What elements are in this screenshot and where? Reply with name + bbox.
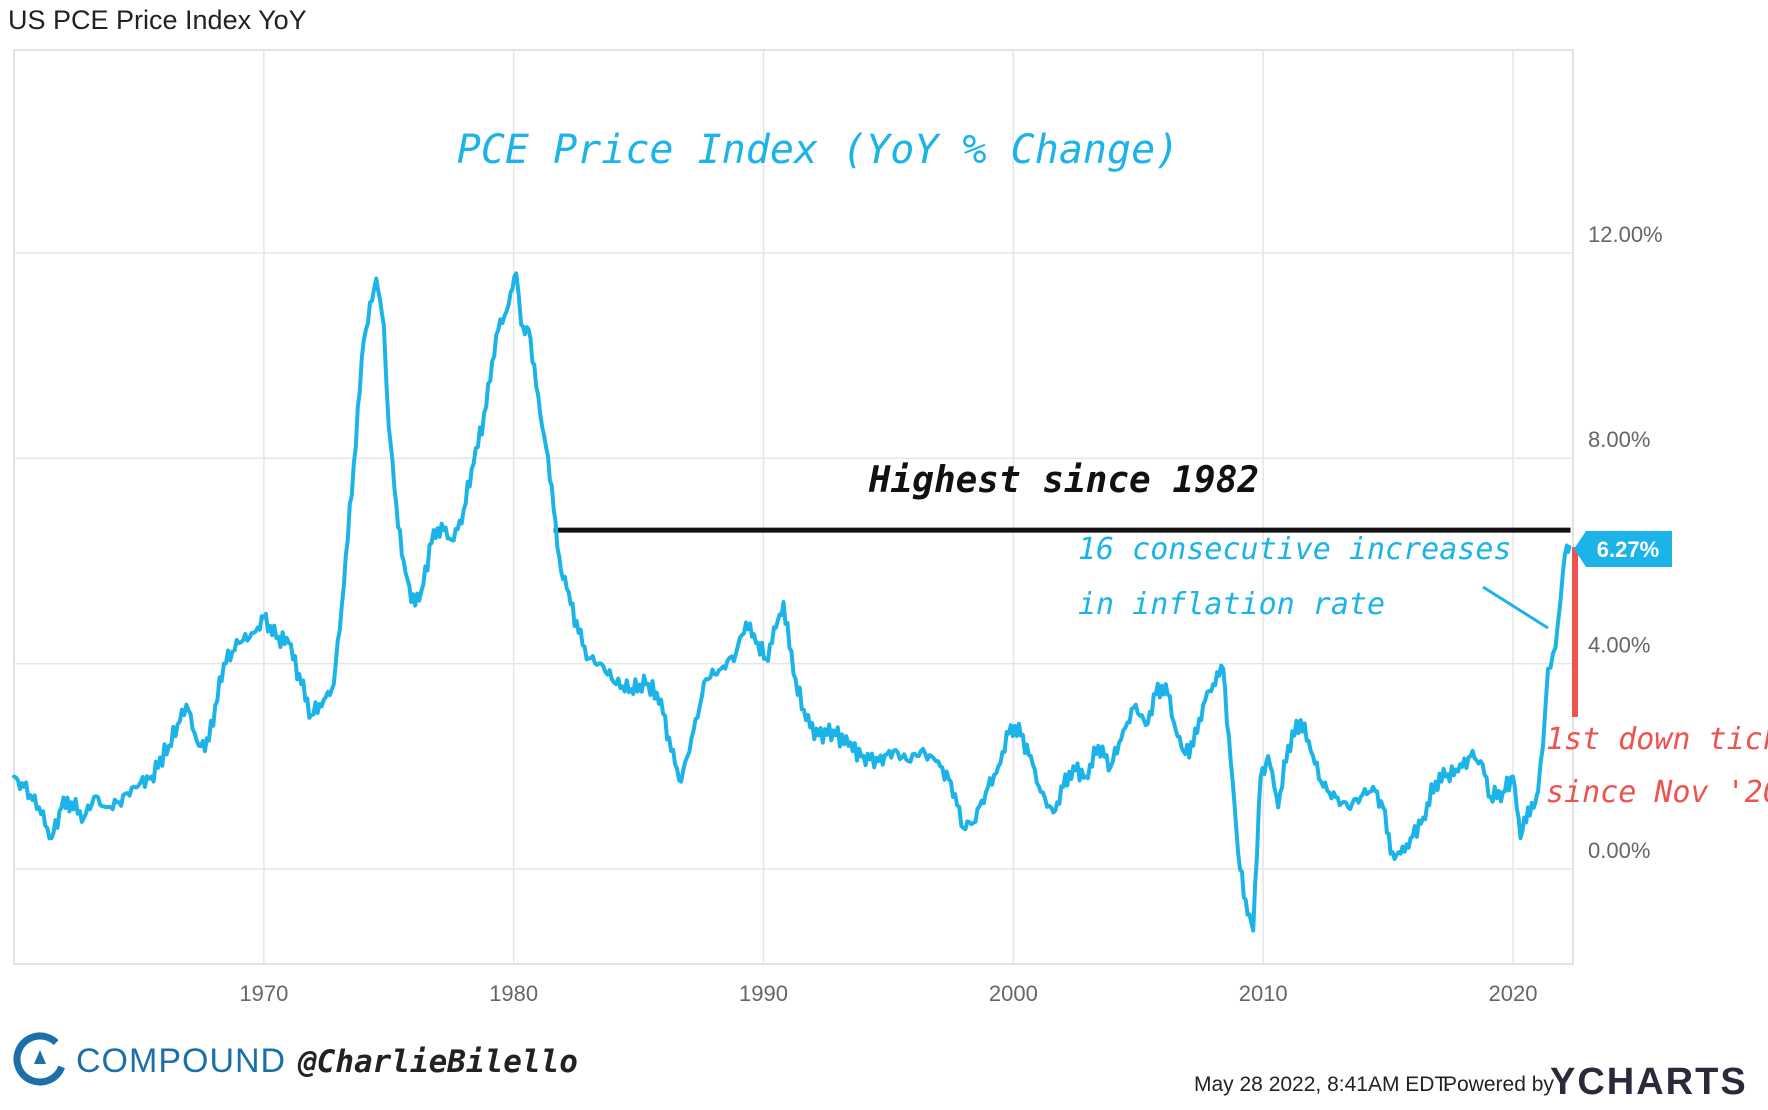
last-value-tag-shape (1574, 531, 1672, 567)
ycharts-logo: YCHARTS (1550, 1061, 1748, 1103)
y-axis-ticks: 0.00% 4.00% 8.00% 12.00% (1588, 222, 1663, 863)
y-tick-label: 0.00% (1588, 838, 1650, 863)
x-tick-label: 1990 (739, 981, 788, 1006)
grid (14, 50, 1573, 964)
y-tick-label: 12.00% (1588, 222, 1663, 247)
down-tick-label-line2: since Nov '20 (1546, 775, 1768, 810)
y-tick-label: 4.00% (1588, 633, 1650, 658)
last-value-tag: 6.27% (1574, 531, 1672, 567)
y-tick-label: 8.00% (1588, 427, 1650, 452)
x-tick-label: 2010 (1239, 981, 1288, 1006)
compound-brand: COMPOUND (76, 1042, 286, 1080)
down-tick-label-line1: 1st down tick (1546, 722, 1768, 757)
chart-header-title: US PCE Price Index YoY (8, 5, 307, 35)
chart-title: PCE Price Index (YoY % Change) (457, 127, 1179, 173)
compound-logo (13, 1032, 67, 1086)
x-tick-label: 2020 (1489, 981, 1538, 1006)
last-value-label: 6.27% (1597, 537, 1659, 562)
series-line (12, 271, 1572, 933)
compound-logo-icon (13, 1032, 67, 1086)
x-tick-label: 1980 (489, 981, 538, 1006)
x-axis-ticks: 1970 1980 1990 2000 2010 2020 (239, 981, 1537, 1006)
highest-since-1982-label: Highest since 1982 (868, 460, 1259, 501)
plot-area (13, 49, 1574, 965)
consecutive-increases-label-line1: 16 consecutive increases (1078, 532, 1511, 567)
x-tick-label: 2000 (989, 981, 1038, 1006)
twitter-handle: @CharlieBilello (297, 1044, 578, 1080)
compound-logo-mark (34, 1050, 46, 1064)
timestamp: May 28 2022, 8:41AM EDT. (1194, 1073, 1451, 1096)
consecutive-increases-label-line2: in inflation rate (1078, 587, 1385, 622)
consecutive-increases-arrow (1482, 585, 1549, 630)
powered-by-label: Powered by (1443, 1073, 1554, 1096)
x-tick-label: 1970 (239, 981, 288, 1006)
